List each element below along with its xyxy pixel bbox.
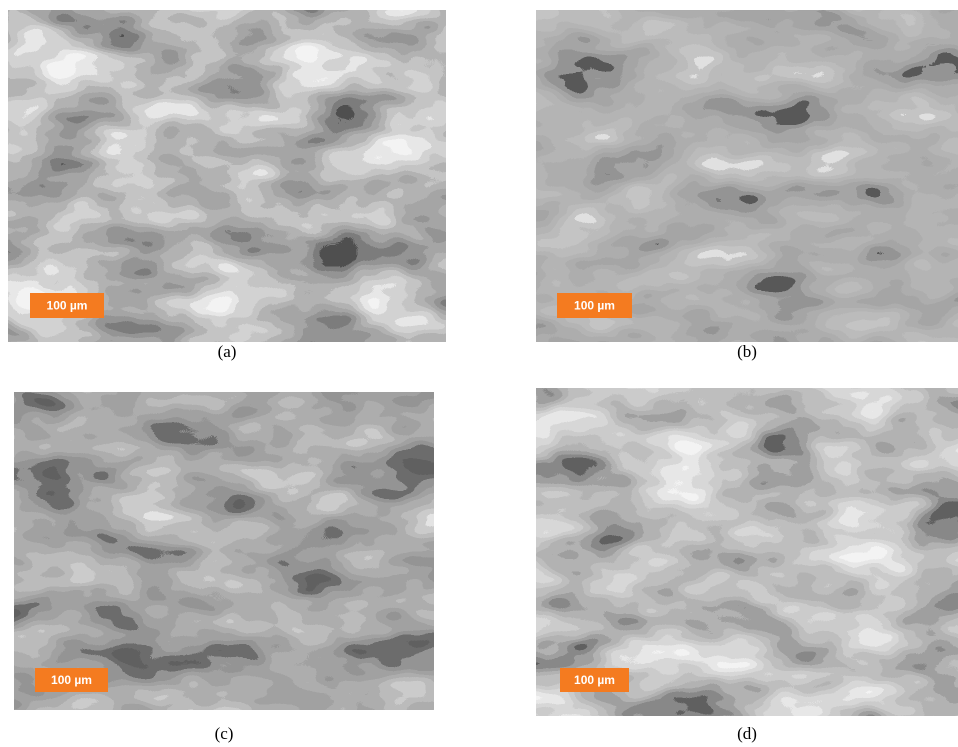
panel-caption: (b) xyxy=(737,342,757,361)
scale-bar-label: 100 µm xyxy=(51,673,92,687)
scale-bar-label: 100 µm xyxy=(47,299,88,313)
panel-caption: (a) xyxy=(218,342,237,361)
scale-bar-label: 100 µm xyxy=(574,299,615,313)
panel-caption: (d) xyxy=(737,724,757,743)
micrograph-panel: 100 µm xyxy=(14,392,434,710)
micrograph-panel: 100 µm xyxy=(536,10,958,342)
micrograph-panel: 100 µm xyxy=(8,10,446,342)
scale-bar-label: 100 µm xyxy=(574,673,615,687)
micrograph-image xyxy=(536,388,958,716)
micrograph-panel: 100 µm xyxy=(536,388,958,716)
panel-caption: (c) xyxy=(215,724,234,743)
micrograph-image xyxy=(8,10,446,342)
figure: 100 µm (a) 100 µm (b) 100 µm (c) 100 µm (d) xyxy=(0,0,958,747)
micrograph-image xyxy=(536,10,958,342)
micrograph-image xyxy=(14,392,434,710)
